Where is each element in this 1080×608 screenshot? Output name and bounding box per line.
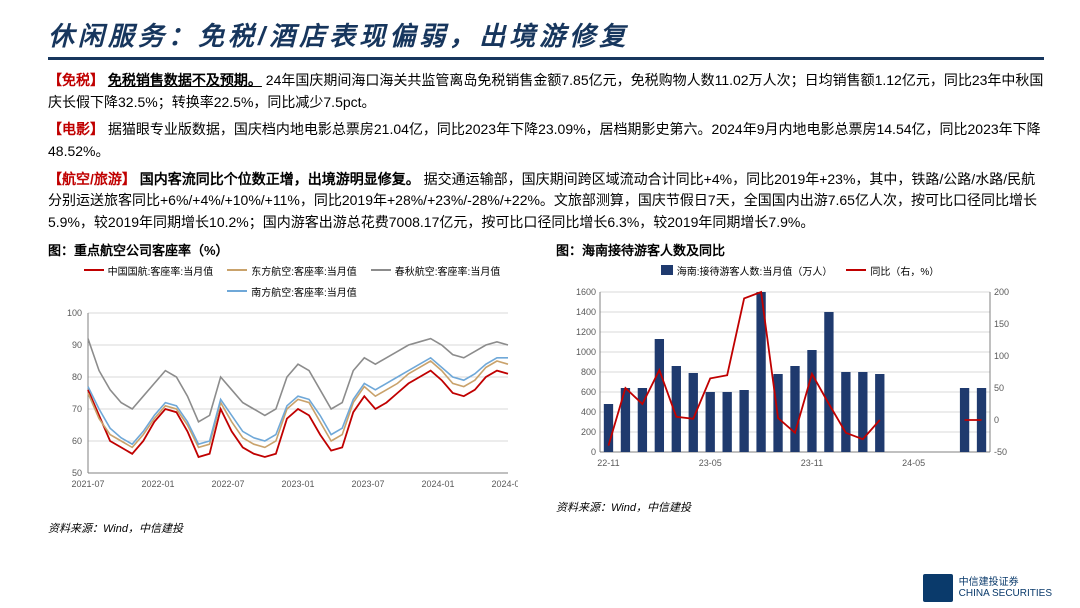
svg-text:1600: 1600: [576, 287, 596, 297]
footer-logo: 中信建投证券 CHINA SECURITIES: [923, 574, 1052, 602]
legend-item: 中国国航:客座率:当月值: [84, 263, 214, 278]
chart-right: 图：海南接待游客人数及同比 海南:接待游客人数:当月值（万人） 同比（右，%） 0…: [556, 240, 1044, 536]
svg-text:23-11: 23-11: [801, 458, 823, 468]
svg-text:200: 200: [994, 287, 1009, 297]
chart-right-title: 图：海南接待游客人数及同比: [556, 240, 1044, 259]
svg-text:150: 150: [994, 319, 1009, 329]
chart-left-source: 资料来源：Wind，中信建投: [48, 520, 536, 536]
report-page: 休闲服务：免税/酒店表现偏弱，出境游修复 【免税】 免税销售数据不及预期。 24…: [0, 0, 1080, 608]
chart-left-svg: 50 60 70 80 90 100 2021-07 2022-01 2022-07 2023-0…: [48, 303, 518, 513]
tag-movie: 【电影】: [48, 121, 104, 137]
svg-text:2022-07: 2022-07: [211, 479, 244, 489]
svg-text:100: 100: [67, 308, 82, 318]
chart-right-source: 资料来源：Wind，中信建投: [556, 499, 1044, 515]
chart-right-legend: 海南:接待游客人数:当月值（万人） 同比（右，%）: [556, 263, 1044, 278]
svg-text:70: 70: [72, 404, 82, 414]
legend-item: 东方航空:客座率:当月值: [227, 263, 357, 278]
svg-text:400: 400: [581, 407, 596, 417]
para-travel: 【航空/旅游】 国内客流同比个位数正增，出境游明显修复。 据交通运输部，国庆期间…: [48, 169, 1044, 234]
legend-item: 同比（右，%）: [846, 263, 939, 278]
body-movie: 据猫眼专业版数据，国庆档内地电影总票房21.04亿，同比2023年下降23.09…: [48, 121, 1041, 159]
svg-text:90: 90: [72, 340, 82, 350]
svg-text:22-11: 22-11: [597, 458, 619, 468]
para-duty-free: 【免税】 免税销售数据不及预期。 24年国庆期间海口海关共监管离岛免税销售金额7…: [48, 70, 1044, 113]
page-title-row: 休闲服务：免税/酒店表现偏弱，出境游修复: [48, 16, 1044, 53]
svg-text:60: 60: [72, 436, 82, 446]
svg-text:50: 50: [72, 468, 82, 478]
svg-text:24-05: 24-05: [902, 458, 925, 468]
logo-text-en: CHINA SECURITIES: [959, 588, 1052, 599]
legend-item: 春秋航空:客座率:当月值: [371, 263, 501, 278]
chart-right-svg: 0 200 400 600 800 1000 1200 1400 1600 -50 0 50 100 15…: [556, 282, 1026, 492]
para-movie: 【电影】 据猫眼专业版数据，国庆档内地电影总票房21.04亿，同比2023年下降…: [48, 119, 1044, 162]
svg-text:50: 50: [994, 383, 1004, 393]
chart-left-legend: 中国国航:客座率:当月值东方航空:客座率:当月值春秋航空:客座率:当月值南方航空…: [48, 263, 536, 299]
tag-travel: 【航空/旅游】: [48, 171, 136, 187]
svg-text:1200: 1200: [576, 327, 596, 337]
svg-text:0: 0: [591, 447, 596, 457]
lead-travel: 国内客流同比个位数正增，出境游明显修复。: [140, 171, 420, 187]
chart-left: 图：重点航空公司客座率（%） 中国国航:客座率:当月值东方航空:客座率:当月值春…: [48, 240, 536, 536]
svg-text:-50: -50: [994, 447, 1007, 457]
svg-text:2024-01: 2024-01: [421, 479, 454, 489]
chart-left-svg-wrap: 50 60 70 80 90 100 2021-07 2022-01 2022-07 2023-0…: [48, 303, 536, 518]
svg-text:0: 0: [994, 415, 999, 425]
tag-duty-free: 【免税】: [48, 72, 104, 88]
svg-text:200: 200: [581, 427, 596, 437]
logo-text-cn: 中信建投证券: [959, 577, 1052, 588]
logo-mark-icon: [923, 574, 953, 602]
svg-text:100: 100: [994, 351, 1009, 361]
lead-duty-free: 免税销售数据不及预期。: [108, 72, 262, 88]
svg-text:600: 600: [581, 387, 596, 397]
chart-left-title: 图：重点航空公司客座率（%）: [48, 240, 536, 259]
svg-text:2023-01: 2023-01: [281, 479, 314, 489]
title-underline: [48, 57, 1044, 60]
svg-text:80: 80: [72, 372, 82, 382]
svg-text:1400: 1400: [576, 307, 596, 317]
svg-text:800: 800: [581, 367, 596, 377]
svg-text:2022-01: 2022-01: [141, 479, 174, 489]
legend-item: 海南:接待游客人数:当月值（万人）: [661, 263, 833, 278]
charts-row: 图：重点航空公司客座率（%） 中国国航:客座率:当月值东方航空:客座率:当月值春…: [48, 240, 1044, 536]
chart-right-svg-wrap: 0 200 400 600 800 1000 1200 1400 1600 -50 0 50 100 15…: [556, 282, 1044, 497]
svg-text:2024-07: 2024-07: [491, 479, 518, 489]
svg-text:2021-07: 2021-07: [71, 479, 104, 489]
svg-text:23-05: 23-05: [699, 458, 722, 468]
page-title: 休闲服务：免税/酒店表现偏弱，出境游修复: [48, 16, 629, 53]
logo-text: 中信建投证券 CHINA SECURITIES: [959, 577, 1052, 599]
legend-item: 南方航空:客座率:当月值: [227, 284, 357, 299]
svg-text:2023-07: 2023-07: [351, 479, 384, 489]
svg-text:1000: 1000: [576, 347, 596, 357]
